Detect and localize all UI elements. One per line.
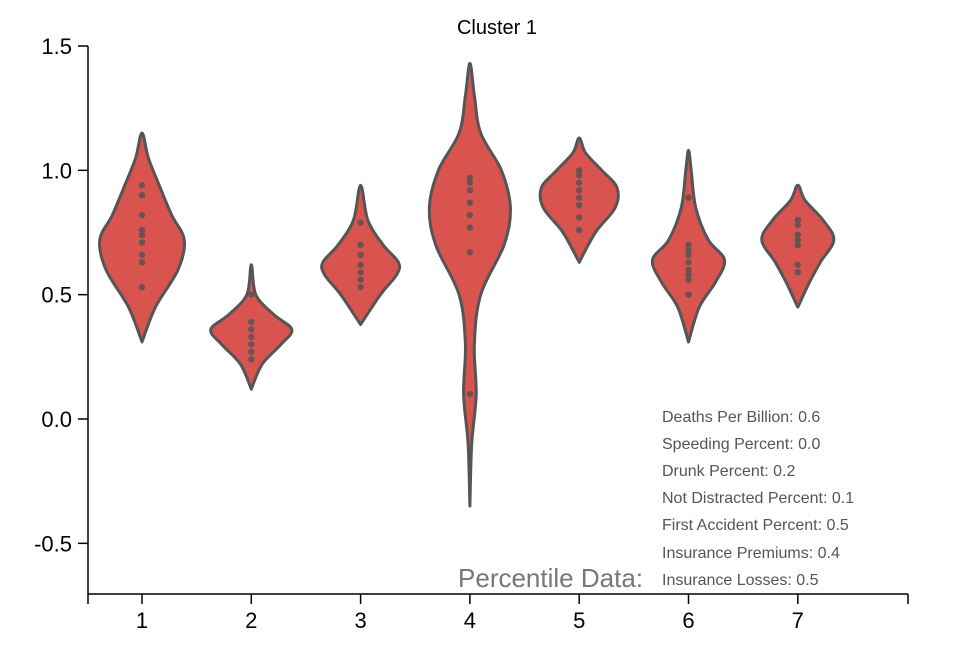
data-point [357, 269, 364, 276]
data-point [138, 226, 146, 234]
info-insurance-losses: Insurance Losses: 0.5 [662, 572, 819, 589]
data-point [357, 219, 364, 226]
data-point [138, 251, 146, 259]
data-point [248, 333, 255, 341]
data-point [357, 241, 364, 249]
y-tick-label: 1.0 [41, 158, 72, 183]
violin-1 [97, 131, 187, 344]
data-point [794, 221, 801, 229]
x-tick-label: 3 [354, 608, 366, 633]
data-point [794, 261, 801, 269]
data-point [138, 231, 146, 239]
x-tick-label: 1 [136, 608, 148, 633]
info-speeding-percent: Speeding Percent: 0.0 [662, 436, 820, 453]
y-tick-label: -0.5 [34, 531, 72, 556]
data-point [685, 266, 692, 273]
violin-5 [538, 136, 620, 264]
data-point [685, 246, 692, 254]
x-axis: 1 2 3 4 5 6 7 [87, 593, 909, 633]
data-point [466, 211, 474, 219]
data-point [248, 341, 255, 348]
data-point [138, 211, 146, 219]
data-point [576, 172, 583, 179]
data-point [248, 291, 255, 298]
x-tick-label: 5 [573, 608, 585, 633]
chart-title: Cluster 1 [457, 17, 537, 39]
violin-4 [427, 61, 512, 508]
data-point [466, 174, 474, 181]
data-point [794, 231, 801, 239]
y-axis: -0.5 0.0 0.5 1.0 1.5 [34, 34, 89, 594]
x-tick-label: 6 [682, 608, 694, 633]
data-point [685, 194, 692, 201]
data-point [357, 251, 364, 259]
data-point [685, 241, 692, 249]
percentile-data-heading: Percentile Data: [458, 563, 643, 593]
data-point [466, 187, 474, 194]
data-point [576, 214, 583, 221]
y-tick-label: 0.5 [41, 283, 72, 308]
data-point [357, 261, 364, 269]
data-point [685, 276, 692, 283]
info-not-distracted-percent: Not Distracted Percent: 0.1 [662, 490, 854, 507]
violin-body [427, 61, 512, 508]
data-point [466, 179, 474, 186]
data-point [248, 348, 255, 356]
data-point [248, 326, 255, 333]
y-tick-label: 1.5 [41, 34, 72, 59]
data-point [466, 249, 474, 256]
data-point [794, 236, 801, 244]
data-point [685, 271, 692, 278]
info-drunk-percent: Drunk Percent: 0.2 [662, 463, 796, 480]
data-point [576, 226, 583, 234]
data-point [466, 224, 474, 231]
data-point [466, 199, 474, 206]
info-deaths-per-billion: Deaths Per Billion: 0.6 [662, 409, 820, 426]
x-tick-label: 2 [245, 608, 257, 633]
violin-3 [320, 183, 402, 326]
data-point [248, 356, 255, 363]
data-point [138, 182, 146, 189]
violins [97, 61, 836, 508]
data-point [576, 187, 583, 194]
data-point [794, 269, 801, 276]
data-point [685, 291, 692, 298]
data-point [576, 194, 583, 201]
x-tick-label: 4 [464, 608, 476, 633]
data-point [576, 167, 583, 174]
info-insurance-premiums: Insurance Premiums: 0.4 [662, 545, 840, 562]
data-point [794, 216, 801, 224]
data-point [576, 201, 583, 209]
data-point [794, 241, 801, 249]
x-tick-label: 7 [792, 608, 804, 633]
data-point [357, 284, 364, 291]
violin-6 [650, 148, 727, 344]
data-point [685, 251, 692, 259]
violin-7 [760, 183, 836, 309]
data-point [138, 239, 146, 246]
data-point [685, 259, 692, 266]
data-point [248, 318, 255, 326]
data-point [138, 192, 146, 199]
data-point [576, 179, 583, 186]
info-first-accident-percent: First Accident Percent: 0.5 [662, 517, 849, 534]
data-point [138, 259, 146, 266]
violin-2 [209, 263, 294, 391]
data-point [357, 276, 364, 283]
percentile-data-list: Deaths Per Billion: 0.6 Speeding Percent… [662, 409, 854, 589]
data-point [466, 390, 474, 398]
data-point [138, 284, 146, 291]
y-tick-label: 0.0 [41, 407, 72, 432]
